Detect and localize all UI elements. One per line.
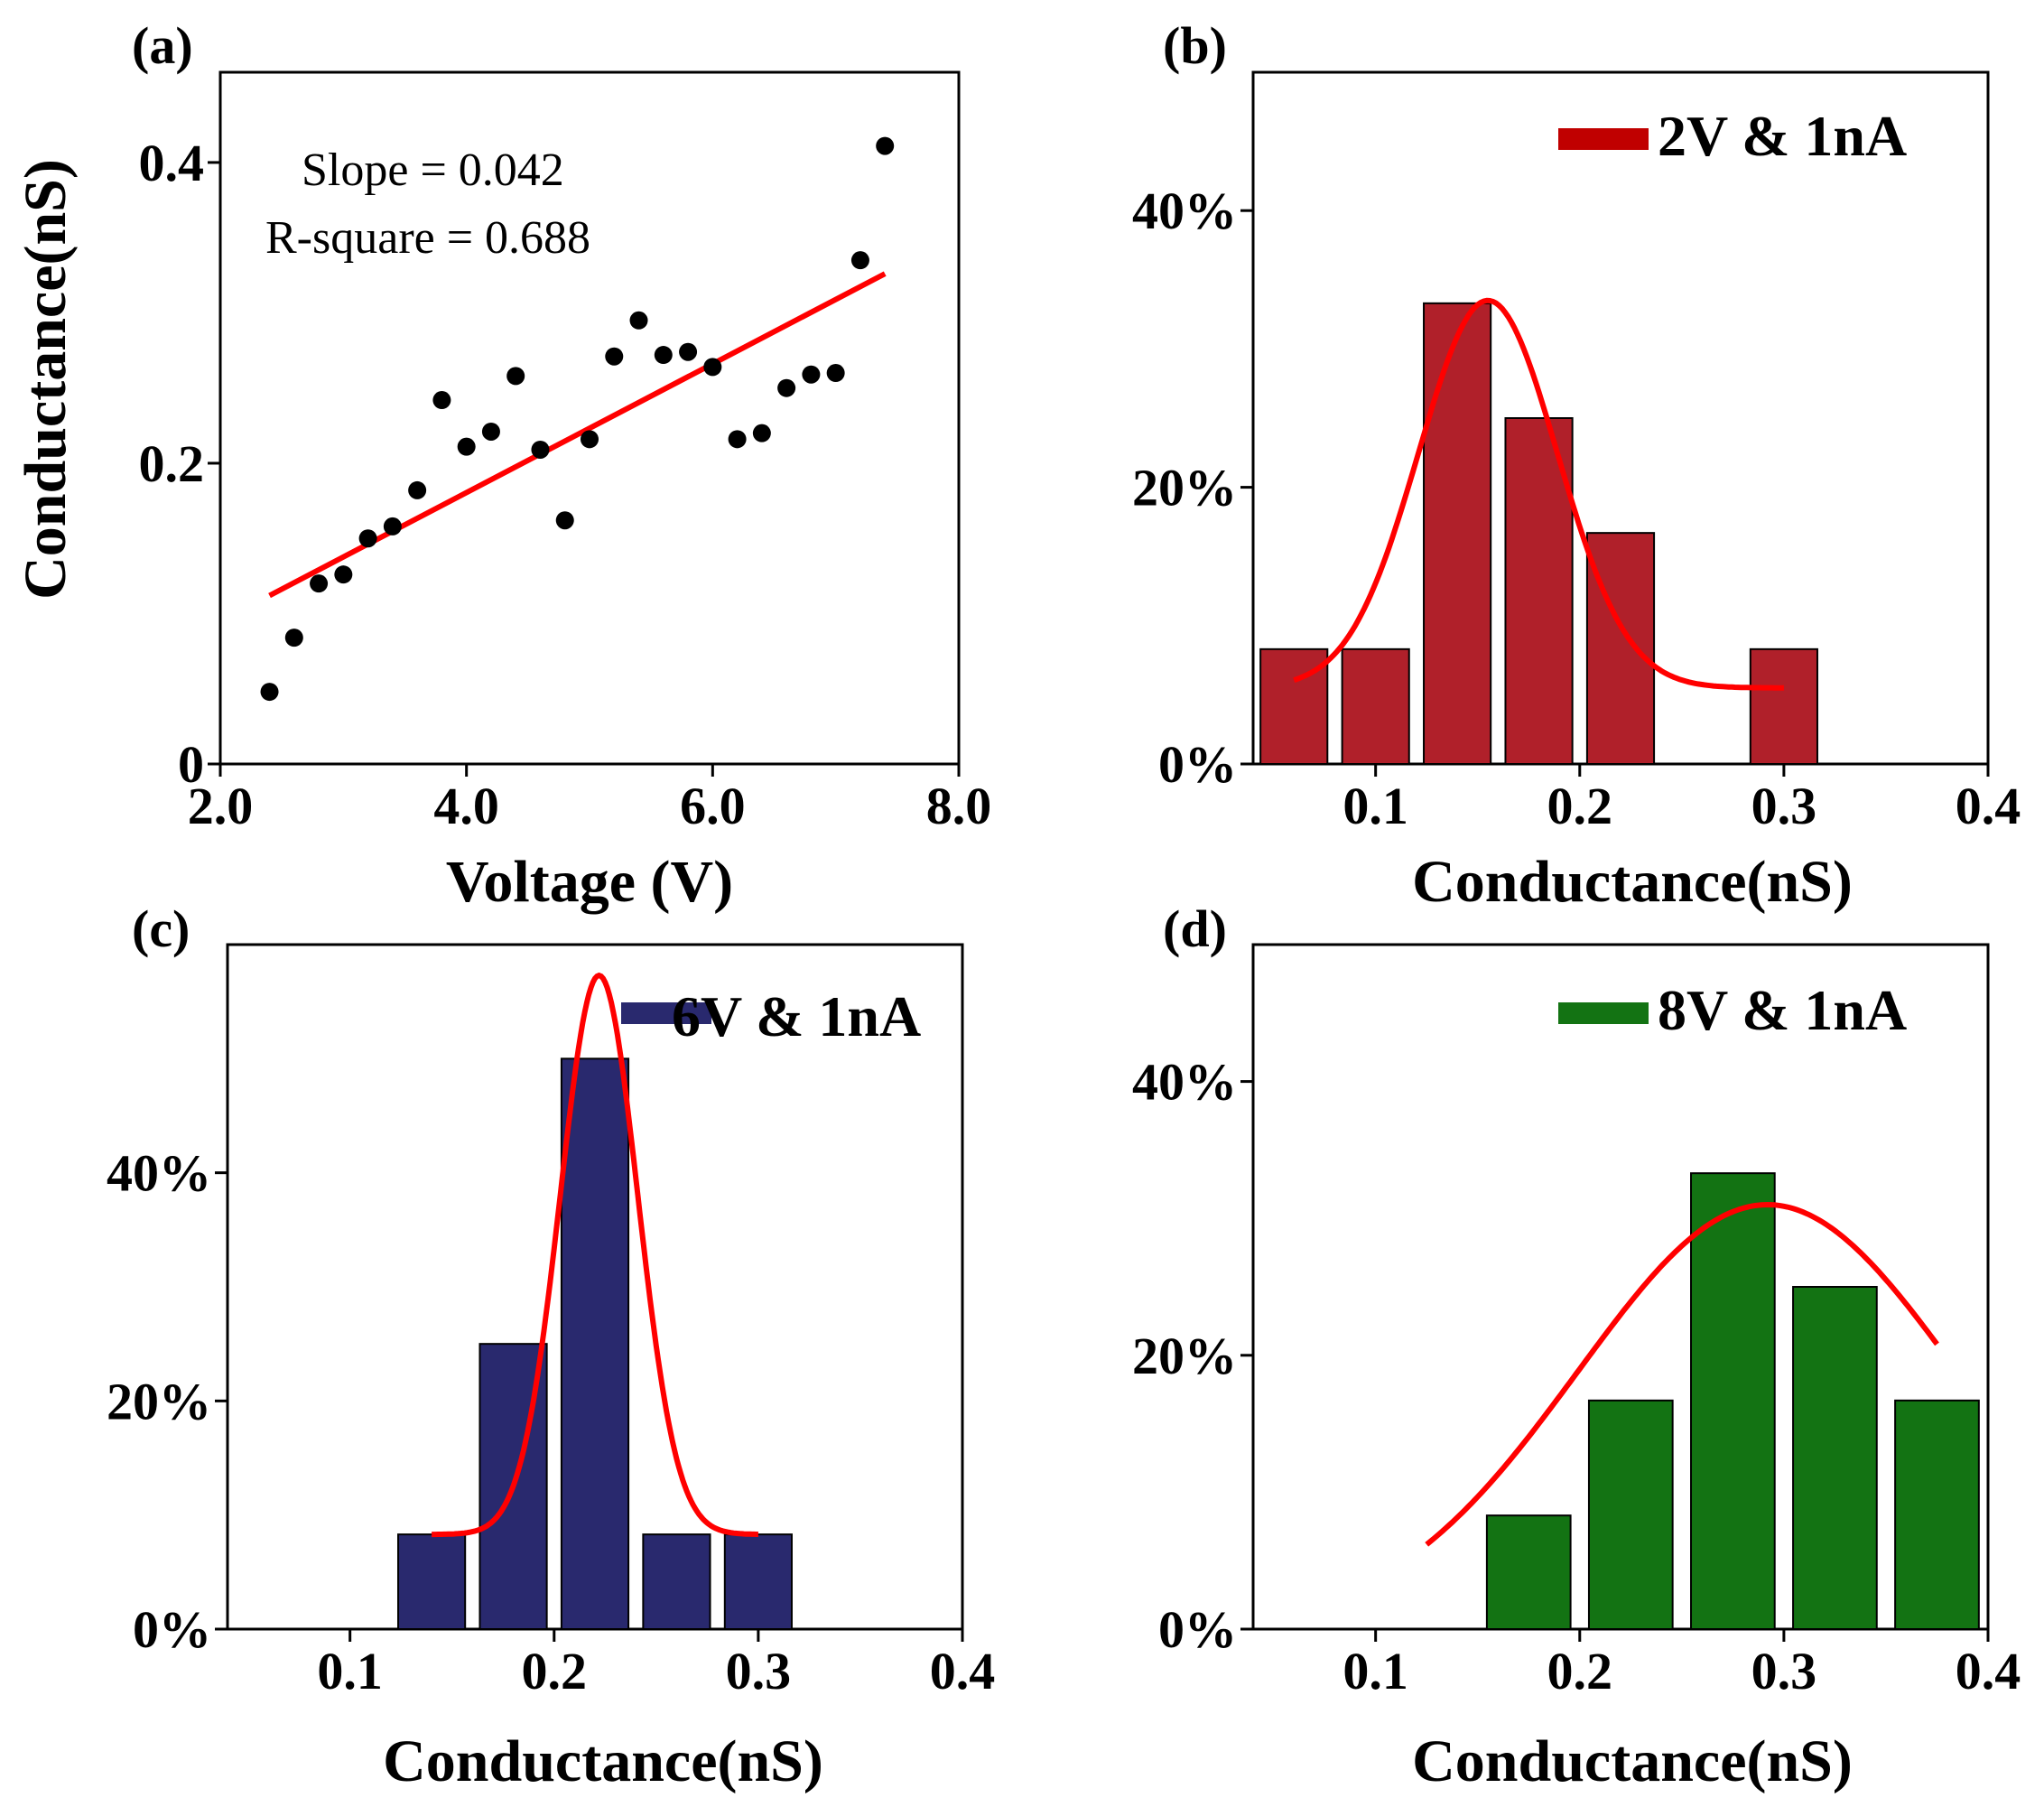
- panel-c-marks: 0.1 0.2 0.3 0.4 0% 20% 40%: [107, 972, 996, 1700]
- histogram-bar: [560, 1057, 630, 1631]
- data-point: [752, 424, 771, 442]
- histogram-bar: [723, 1533, 793, 1630]
- histogram-bar: [1341, 647, 1410, 765]
- panel-d-legend-swatch: [1558, 1002, 1649, 1024]
- data-point: [555, 511, 574, 530]
- y-tick-label: 0: [178, 735, 204, 794]
- data-point: [383, 517, 402, 536]
- y-tick-label: 0.2: [139, 434, 205, 493]
- linear-fit-line: [268, 271, 887, 599]
- panel-c: (c) 6V & 1nA Conductance(nS) 0.1 0.2 0.3 0.…: [107, 899, 995, 1794]
- y-tick-label: 20%: [1132, 1327, 1237, 1385]
- panel-b-legend-swatch: [1558, 128, 1649, 150]
- panel-a: (a) Slope = 0.042 R-square = 0.688 Volta…: [13, 16, 991, 915]
- data-point: [506, 367, 525, 386]
- y-tick-label: 40%: [1132, 1053, 1237, 1112]
- data-point: [310, 574, 329, 593]
- y-tick-label: 40%: [1132, 182, 1237, 240]
- gaussian-fit-curve: [1425, 1201, 1939, 1547]
- data-point: [876, 136, 895, 155]
- x-tick-label: 8.0: [926, 777, 992, 835]
- x-tick-label: 0.3: [726, 1642, 792, 1700]
- data-point: [334, 565, 353, 584]
- panel-a-x-axis-title: Voltage (V): [446, 849, 733, 915]
- histogram-bar: [1690, 1172, 1776, 1630]
- panel-d-marks: 0.1 0.2 0.3 0.4 0% 20% 40%: [1132, 1053, 2021, 1700]
- data-point: [605, 347, 624, 366]
- data-point: [260, 683, 279, 702]
- data-point: [531, 440, 550, 459]
- x-tick-label: 0.1: [1343, 777, 1408, 835]
- data-point: [284, 629, 303, 647]
- panel-c-x-axis-title: Conductance(nS): [383, 1728, 823, 1794]
- data-point: [802, 365, 821, 384]
- data-point: [777, 378, 796, 397]
- histogram-bar: [1894, 1399, 1980, 1630]
- data-point: [728, 430, 747, 449]
- gaussian-fit-curve: [1293, 297, 1784, 691]
- data-point: [408, 480, 427, 499]
- data-point: [432, 391, 451, 410]
- data-point: [679, 342, 698, 361]
- slope-annotation: Slope = 0.042: [302, 144, 564, 196]
- x-tick-label: 0.3: [1751, 1642, 1817, 1700]
- y-tick-label: 0.4: [139, 134, 205, 192]
- panel-d-legend-label: 8V & 1nA: [1658, 978, 1907, 1042]
- y-tick-label: 0%: [1158, 735, 1237, 794]
- x-tick-label: 6.0: [680, 777, 746, 835]
- histogram-bar: [1792, 1286, 1878, 1630]
- x-tick-label: 0.1: [1343, 1642, 1408, 1700]
- data-point: [629, 311, 648, 330]
- data-point: [481, 422, 500, 441]
- y-tick-label: 20%: [107, 1372, 211, 1430]
- data-point: [826, 364, 845, 383]
- panel-b: (b) 2V & 1nA Conductance(nS) 0.1 0.2 0.3 0.…: [1132, 16, 2021, 915]
- x-tick-label: 0.2: [1547, 777, 1613, 835]
- x-tick-label: 0.1: [317, 1642, 383, 1700]
- panel-c-legend-swatch: [621, 1002, 711, 1024]
- panel-d: (d) 8V & 1nA Conductance(nS) 0.1 0.2 0.3 0.…: [1132, 899, 2021, 1794]
- panel-c-legend-label: 6V & 1nA: [672, 984, 921, 1048]
- x-tick-label: 0.4: [1956, 1642, 2021, 1700]
- x-tick-label: 4.0: [433, 777, 499, 835]
- panel-a-y-axis-title: Conductance(nS): [13, 159, 79, 600]
- panel-a-frame: [218, 70, 961, 766]
- panel-a-marks: 2.0 4.0 6.0 8.0 0 0.2 0.4: [139, 134, 992, 835]
- histogram-bar: [397, 1533, 467, 1630]
- histogram-bar: [1485, 1514, 1572, 1630]
- panel-b-x-axis-title: Conductance(nS): [1412, 849, 1853, 915]
- histogram-bar: [1423, 302, 1492, 765]
- panel-d-label: (d): [1163, 899, 1227, 958]
- gaussian-fit-curve: [432, 972, 758, 1538]
- x-tick-label: 0.4: [930, 1642, 996, 1700]
- histogram-bar: [1585, 532, 1656, 765]
- panel-c-label: (c): [132, 899, 190, 958]
- panel-b-label: (b): [1163, 16, 1227, 75]
- data-point: [703, 358, 722, 377]
- data-point: [358, 529, 377, 548]
- panel-d-x-axis-title: Conductance(nS): [1412, 1728, 1853, 1794]
- histogram-bar: [642, 1533, 711, 1630]
- histogram-bar: [1587, 1399, 1674, 1630]
- y-tick-label: 40%: [107, 1144, 211, 1203]
- y-tick-label: 20%: [1132, 459, 1237, 517]
- data-point: [581, 430, 599, 449]
- x-tick-label: 0.4: [1956, 777, 2021, 835]
- x-tick-label: 0.2: [1547, 1642, 1613, 1700]
- y-tick-label: 0%: [1158, 1600, 1237, 1659]
- r-square-annotation: R-square = 0.688: [265, 212, 590, 264]
- panel-b-legend-label: 2V & 1nA: [1658, 104, 1907, 168]
- data-point: [654, 346, 673, 365]
- x-tick-label: 0.2: [522, 1642, 588, 1700]
- data-point: [457, 437, 476, 456]
- x-tick-label: 0.3: [1751, 777, 1817, 835]
- data-point: [850, 251, 869, 270]
- histogram-bar: [1749, 647, 1818, 765]
- panel-a-label: (a): [132, 16, 193, 75]
- x-tick-label: 2.0: [188, 777, 254, 835]
- panel-b-marks: 0.1 0.2 0.3 0.4 0% 20% 40%: [1132, 182, 2021, 835]
- y-tick-label: 0%: [133, 1600, 211, 1659]
